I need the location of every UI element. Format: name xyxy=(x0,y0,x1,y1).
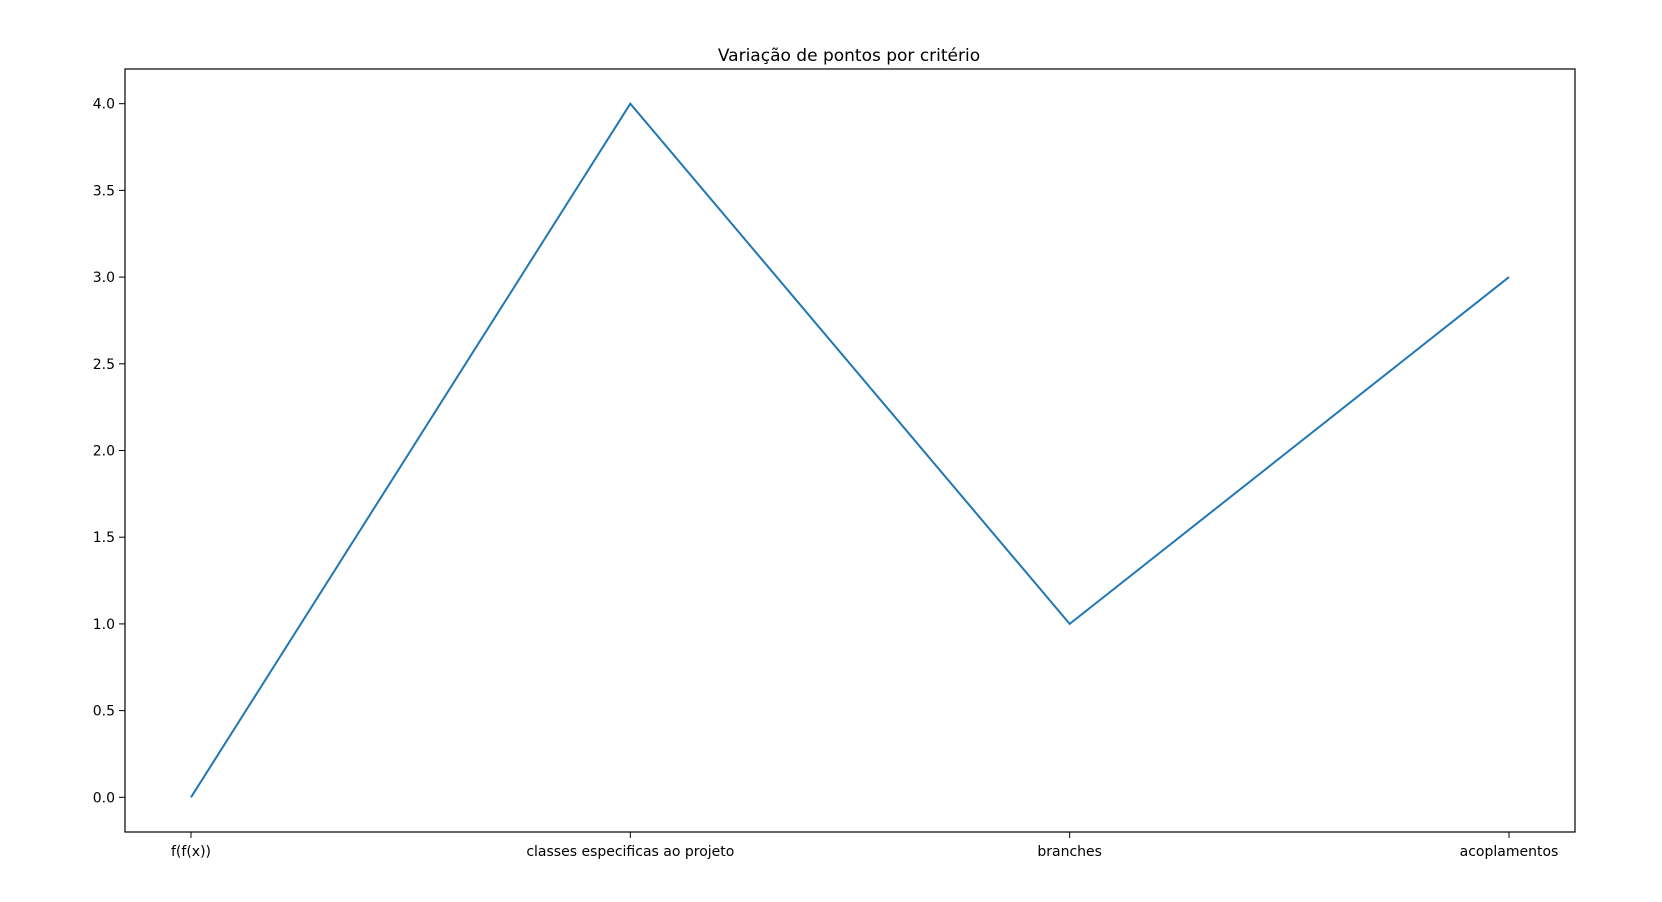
y-tick-label: 2.5 xyxy=(93,357,115,373)
y-tick-label: 0.5 xyxy=(93,704,115,720)
x-tick-label: f(f(x)) xyxy=(171,844,211,860)
y-tick-label: 4.0 xyxy=(93,97,115,113)
y-tick-label: 1.0 xyxy=(93,617,115,633)
x-tick-label: branches xyxy=(1037,844,1102,860)
chart-title: Variação de pontos por critério xyxy=(718,46,980,66)
x-tick-label: classes especificas ao projeto xyxy=(526,844,734,860)
y-tick-label: 0.0 xyxy=(93,790,115,806)
series-line xyxy=(190,101,1510,798)
y-tick-label: 3.0 xyxy=(93,270,115,286)
plot-frame xyxy=(124,68,1576,833)
y-tick-label: 1.5 xyxy=(93,530,115,546)
plot-area: 0.0 0.5 1.0 1.5 2.0 2.5 3.0 3.5 4.0 f(f(x)) classe… xyxy=(93,97,1559,860)
y-tick-label: 3.5 xyxy=(93,183,115,199)
x-tick-label: acoplamentos xyxy=(1460,844,1559,860)
y-tick-label: 2.0 xyxy=(93,444,115,460)
